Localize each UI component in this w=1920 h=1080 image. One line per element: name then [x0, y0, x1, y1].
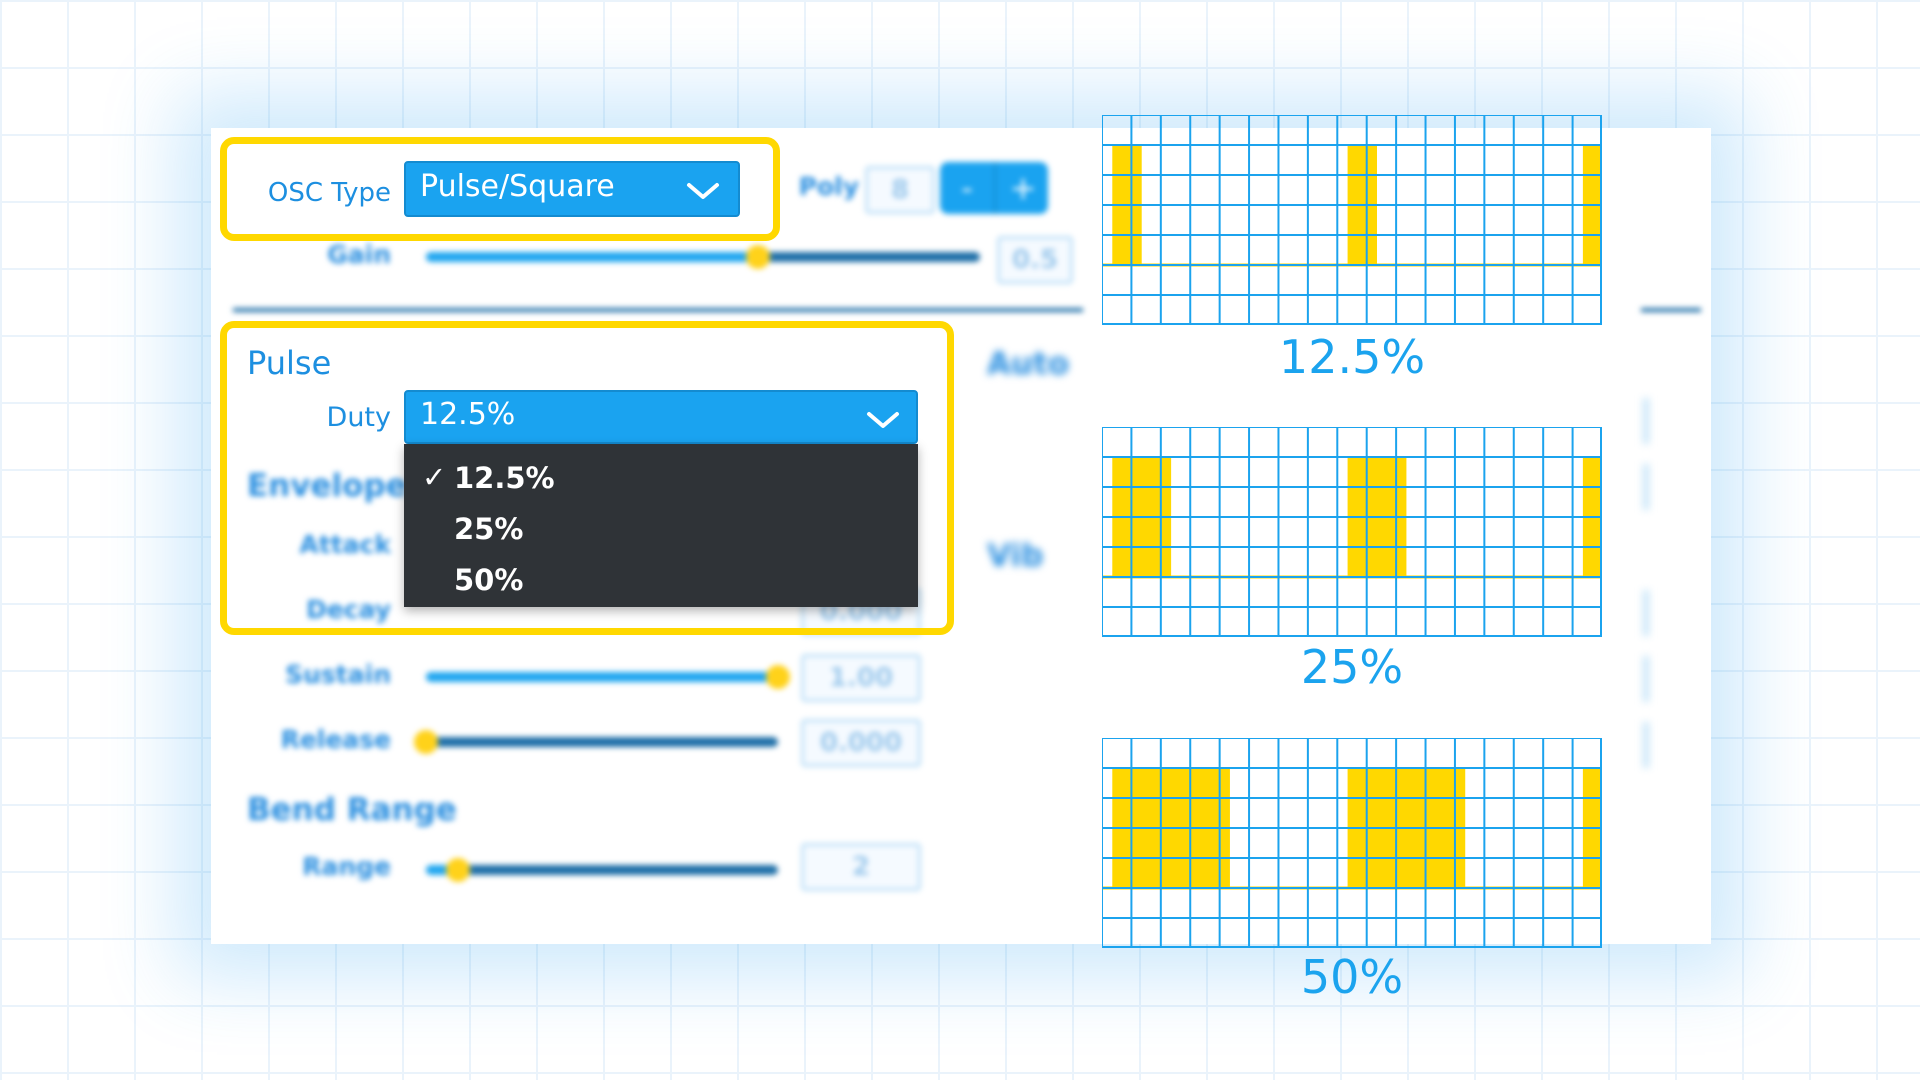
right-input-2[interactable] [1643, 464, 1649, 510]
range-label: Range [302, 852, 391, 881]
pulse-title: Pulse [247, 344, 332, 382]
section-divider-right [1641, 308, 1701, 312]
duty-diagram-25 [1102, 427, 1602, 637]
release-label: Release [280, 725, 391, 754]
poly-plus-button[interactable]: + [994, 162, 1050, 214]
pulse-highlight [220, 321, 954, 635]
poly-input[interactable]: 8 [865, 166, 935, 214]
duty-diagram-label-50: 50% [1300, 950, 1404, 1004]
release-slider-thumb[interactable] [414, 730, 438, 754]
duty-option-12-5[interactable]: 12.5% [454, 461, 555, 495]
duty-dropdown-menu: ✓ 12.5% 25% 50% [404, 444, 918, 607]
duty-diagram-label-12-5: 12.5% [1278, 330, 1426, 384]
sustain-label: Sustain [285, 660, 391, 689]
range-slider-fill [426, 865, 458, 875]
right-input-3[interactable] [1643, 590, 1649, 636]
osc-type-select[interactable]: Pulse/Square [404, 161, 740, 217]
range-input[interactable]: 2 [801, 843, 921, 891]
gain-slider-fill [426, 252, 759, 262]
osc-type-label: OSC Type [267, 178, 391, 208]
sustain-slider-fill [426, 672, 778, 682]
poly-stepper: - + [940, 162, 1048, 214]
vib-title: Vib [987, 538, 1044, 574]
right-input-5[interactable] [1643, 722, 1649, 768]
osc-type-highlight [220, 137, 780, 241]
auto-title: Auto [987, 346, 1070, 382]
poly-label: Poly [798, 172, 859, 201]
right-input-4[interactable] [1643, 656, 1649, 702]
chevron-down-icon [687, 183, 719, 199]
duty-option-50[interactable]: 50% [454, 563, 524, 597]
duty-value: 12.5% [420, 397, 516, 432]
duty-option-25[interactable]: 25% [454, 512, 524, 546]
bend-title: Bend Range [247, 792, 457, 828]
duty-diagram-12-5 [1102, 115, 1602, 325]
decay-label: Decay [306, 595, 391, 624]
osc-type-value: Pulse/Square [420, 169, 615, 204]
release-input[interactable]: 0.000 [801, 719, 921, 767]
section-divider [233, 308, 1083, 312]
sustain-slider[interactable] [426, 665, 790, 689]
right-input-1[interactable] [1643, 398, 1649, 444]
gain-slider[interactable] [426, 245, 980, 269]
gain-label: Gain [327, 240, 391, 269]
poly-minus-button[interactable]: - [961, 169, 973, 207]
sustain-input[interactable]: 1.00 [801, 654, 921, 702]
range-slider[interactable] [426, 858, 778, 882]
duty-select[interactable]: 12.5% [404, 390, 918, 444]
duty-label: Duty [326, 402, 391, 433]
attack-label: Attack [299, 530, 391, 559]
checkmark-icon: ✓ [422, 460, 447, 494]
release-slider[interactable] [414, 730, 778, 754]
duty-diagram-label-25: 25% [1300, 640, 1404, 694]
gain-slider-thumb[interactable] [746, 245, 771, 269]
range-slider-thumb[interactable] [445, 858, 470, 882]
gain-input[interactable]: 0.5 [997, 236, 1073, 284]
duty-diagram-50 [1102, 738, 1602, 948]
envelope-title: Envelope [247, 468, 407, 504]
sustain-slider-thumb[interactable] [766, 665, 790, 689]
chevron-down-icon [867, 412, 899, 428]
